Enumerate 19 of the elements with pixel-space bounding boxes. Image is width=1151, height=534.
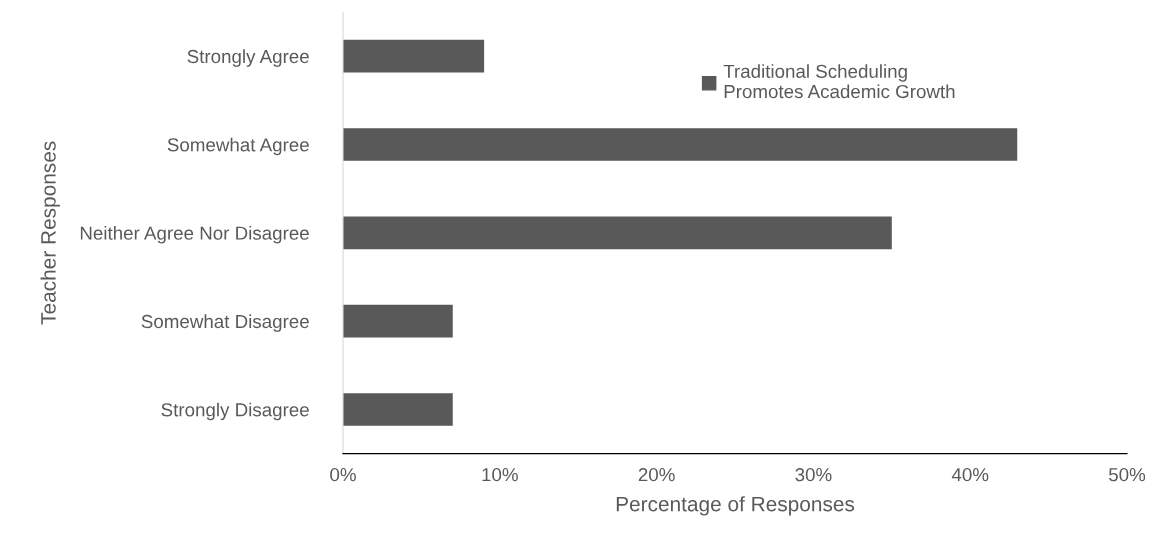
x-tick-label: 0% — [330, 468, 356, 482]
bar — [343, 39, 485, 73]
x-tick-label: 40% — [951, 468, 989, 482]
x-axis-title: Percentage of Responses — [616, 496, 855, 516]
bar — [343, 216, 892, 250]
y-tick-label: Strongly Disagree — [161, 402, 309, 421]
x-tick-label: 20% — [638, 468, 675, 482]
x-tick-label: 10% — [482, 468, 518, 482]
x-tick-label: 50% — [1108, 468, 1146, 482]
y-tick-label: Somewhat Agree — [167, 137, 309, 156]
y-tick-label: Somewhat Disagree — [141, 314, 309, 332]
x-tick-label: 30% — [795, 468, 832, 482]
bar — [343, 393, 453, 426]
bar — [343, 304, 453, 338]
y-axis-title: Teacher Responses — [40, 141, 60, 325]
legend-label: Traditional Scheduling Promotes Academic Growth — [723, 64, 955, 99]
y-tick-label: Neither Agree Nor Disagree — [80, 226, 309, 244]
y-tick-label: Strongly Agree — [187, 49, 309, 67]
bar — [343, 128, 1018, 161]
